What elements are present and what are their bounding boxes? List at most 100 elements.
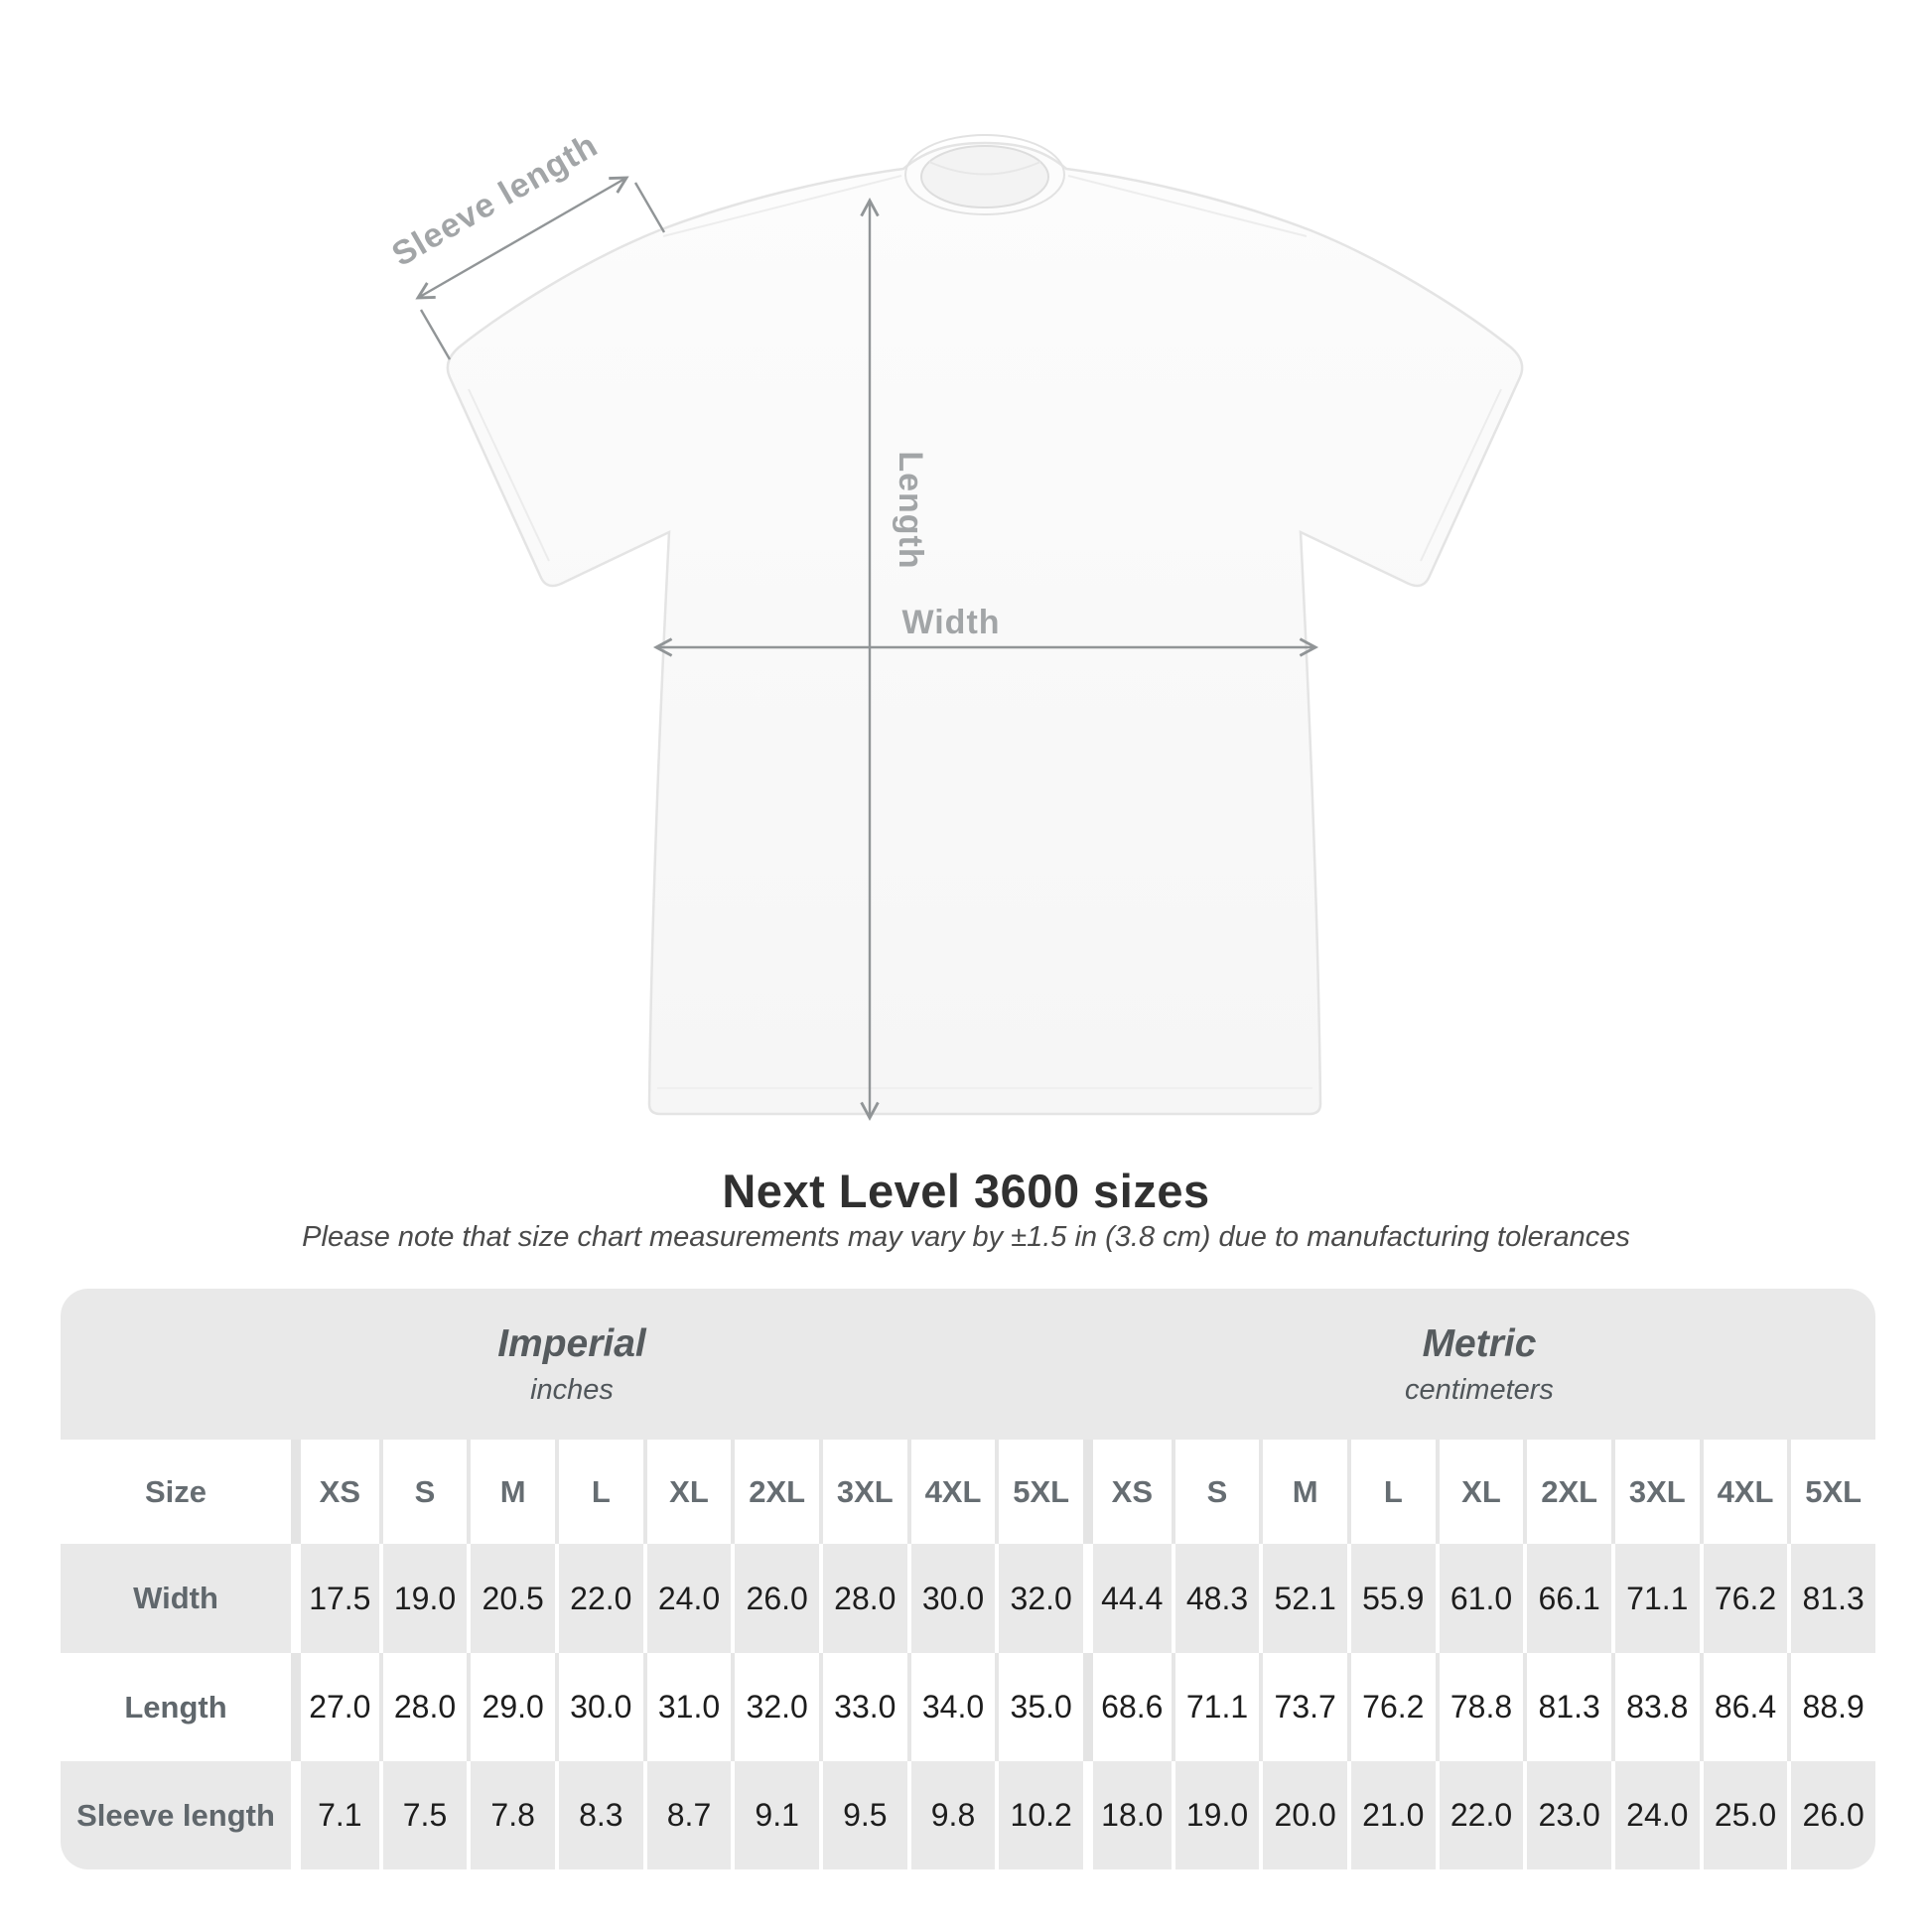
size-column-header: 5XL bbox=[1787, 1440, 1875, 1544]
size-column-header: 4XL bbox=[1699, 1440, 1788, 1544]
measurement-cell: 35.0 bbox=[995, 1653, 1083, 1761]
measurement-cell: 44.4 bbox=[1082, 1544, 1172, 1653]
measurement-cell: 52.1 bbox=[1259, 1544, 1347, 1653]
measurement-cell: 76.2 bbox=[1699, 1544, 1788, 1653]
imperial-title: Imperial bbox=[497, 1321, 646, 1365]
measurement-cell: 27.0 bbox=[291, 1653, 379, 1761]
sleeve-extension-tick-bottom bbox=[419, 309, 452, 360]
measurement-cell: 81.3 bbox=[1523, 1653, 1611, 1761]
measurement-cell: 22.0 bbox=[554, 1544, 643, 1653]
measurement-cell: 71.1 bbox=[1171, 1653, 1260, 1761]
measurement-cell: 21.0 bbox=[1346, 1761, 1436, 1869]
measurement-cell: 29.0 bbox=[467, 1653, 555, 1761]
size-column-header: L bbox=[1346, 1440, 1436, 1544]
measurement-cell: 76.2 bbox=[1346, 1653, 1436, 1761]
measurement-cell: 33.0 bbox=[818, 1653, 907, 1761]
metric-group-header: Metric centimeters bbox=[1083, 1289, 1875, 1440]
tshirt-illustration bbox=[446, 134, 1524, 1116]
unit-header-band: Imperial inches Metric centimeters bbox=[61, 1289, 1875, 1440]
metric-title: Metric bbox=[1422, 1321, 1537, 1365]
measurement-cell: 23.0 bbox=[1523, 1761, 1611, 1869]
sleeve-length-arrow bbox=[415, 176, 629, 300]
size-header-label: Size bbox=[144, 1473, 207, 1509]
measurement-cell: 55.9 bbox=[1346, 1544, 1436, 1653]
measurement-cell: 10.2 bbox=[995, 1761, 1083, 1869]
size-column-header: L bbox=[554, 1440, 643, 1544]
measurement-cell: 8.3 bbox=[554, 1761, 643, 1869]
page-title: Next Level 3600 sizes bbox=[722, 1165, 1210, 1217]
size-column-header: XL bbox=[642, 1440, 732, 1544]
table-row: Size XS S M L XL 2XL 3XL 4XL 5XL XS S M L XL 2XL 3XL 4XL 5… bbox=[61, 1440, 1875, 1544]
measurement-cell: 66.1 bbox=[1523, 1544, 1611, 1653]
measurement-cell: 24.0 bbox=[1610, 1761, 1700, 1869]
measurement-cell: 9.1 bbox=[731, 1761, 819, 1869]
measurement-cell: 18.0 bbox=[1082, 1761, 1172, 1869]
size-column-header: XL bbox=[1435, 1440, 1524, 1544]
tshirt-size-diagram: Sleeve length Length Width bbox=[385, 126, 1524, 1122]
measurement-cell: 7.5 bbox=[378, 1761, 468, 1869]
size-column-header: S bbox=[1171, 1440, 1260, 1544]
measurement-cell: 24.0 bbox=[642, 1544, 732, 1653]
imperial-group-header: Imperial inches bbox=[61, 1289, 1083, 1440]
metric-unit: centimeters bbox=[1405, 1373, 1554, 1406]
neck-hole bbox=[920, 145, 1049, 208]
measurement-cell: 81.3 bbox=[1787, 1544, 1875, 1653]
measurement-cell: 26.0 bbox=[731, 1544, 819, 1653]
measurement-cell: 28.0 bbox=[818, 1544, 907, 1653]
measurement-cell: 30.0 bbox=[554, 1653, 643, 1761]
size-column-header: 5XL bbox=[995, 1440, 1083, 1544]
sleeve-extension-tick-top bbox=[633, 182, 666, 233]
measurement-cell: 68.6 bbox=[1082, 1653, 1172, 1761]
size-column-header: M bbox=[467, 1440, 555, 1544]
measurement-cell: 25.0 bbox=[1699, 1761, 1788, 1869]
measurement-cell: 26.0 bbox=[1787, 1761, 1875, 1869]
measurement-cell: 32.0 bbox=[995, 1544, 1083, 1653]
measurement-cell: 19.0 bbox=[378, 1544, 468, 1653]
size-column-header: 4XL bbox=[906, 1440, 996, 1544]
width-label: Width bbox=[901, 604, 1000, 641]
measurement-cell: 71.1 bbox=[1610, 1544, 1700, 1653]
size-column-header: XS bbox=[291, 1440, 379, 1544]
measurement-cell: 20.5 bbox=[467, 1544, 555, 1653]
measurement-cell: 48.3 bbox=[1171, 1544, 1260, 1653]
size-column-header: M bbox=[1259, 1440, 1347, 1544]
page-subtitle: Please note that size chart measurements… bbox=[302, 1221, 1630, 1253]
measurement-cell: 9.5 bbox=[818, 1761, 907, 1869]
measurement-cell: 9.8 bbox=[906, 1761, 996, 1869]
table-row: Sleeve length 7.1 7.5 7.8 8.3 8.7 9.1 9.5 9.8 10.… bbox=[61, 1761, 1875, 1869]
row-label: Width bbox=[133, 1581, 218, 1615]
size-column-header: 3XL bbox=[818, 1440, 907, 1544]
measurement-cell: 22.0 bbox=[1435, 1761, 1524, 1869]
size-column-header: 3XL bbox=[1610, 1440, 1700, 1544]
measurement-cell: 31.0 bbox=[642, 1653, 732, 1761]
imperial-unit: inches bbox=[530, 1373, 614, 1406]
measurement-cell: 30.0 bbox=[906, 1544, 996, 1653]
table-row: Length 27.0 28.0 29.0 30.0 31.0 32.0 33.0 34.0 35… bbox=[61, 1653, 1875, 1761]
measurement-cell: 34.0 bbox=[906, 1653, 996, 1761]
measurement-cell: 88.9 bbox=[1787, 1653, 1875, 1761]
measurement-cell: 28.0 bbox=[378, 1653, 468, 1761]
size-column-header: 2XL bbox=[1523, 1440, 1611, 1544]
length-label: Length bbox=[892, 451, 929, 569]
measurement-cell: 19.0 bbox=[1171, 1761, 1260, 1869]
row-label: Sleeve length bbox=[76, 1797, 275, 1833]
measurement-cell: 73.7 bbox=[1259, 1653, 1347, 1761]
row-label: Length bbox=[124, 1689, 227, 1725]
measurement-cell: 32.0 bbox=[731, 1653, 819, 1761]
measurement-cell: 7.8 bbox=[467, 1761, 555, 1869]
measurement-cell: 7.1 bbox=[291, 1761, 379, 1869]
size-chart-table: Imperial inches Metric centimeters Size X… bbox=[61, 1289, 1875, 1869]
table-row: Width 17.5 19.0 20.5 22.0 24.0 26.0 28.0 30.0 32.… bbox=[61, 1544, 1875, 1653]
measurement-cell: 83.8 bbox=[1610, 1653, 1700, 1761]
measurement-cell: 86.4 bbox=[1699, 1653, 1788, 1761]
measurement-cell: 17.5 bbox=[291, 1544, 379, 1653]
size-column-header: 2XL bbox=[731, 1440, 819, 1544]
measurement-cell: 61.0 bbox=[1435, 1544, 1524, 1653]
size-column-header: XS bbox=[1082, 1440, 1172, 1544]
measurement-cell: 78.8 bbox=[1435, 1653, 1524, 1761]
measurement-cell: 20.0 bbox=[1259, 1761, 1347, 1869]
collar-rib bbox=[904, 134, 1065, 215]
sleeve-length-label: Sleeve length bbox=[385, 126, 604, 274]
measurement-cell: 8.7 bbox=[642, 1761, 732, 1869]
size-column-header: S bbox=[378, 1440, 468, 1544]
